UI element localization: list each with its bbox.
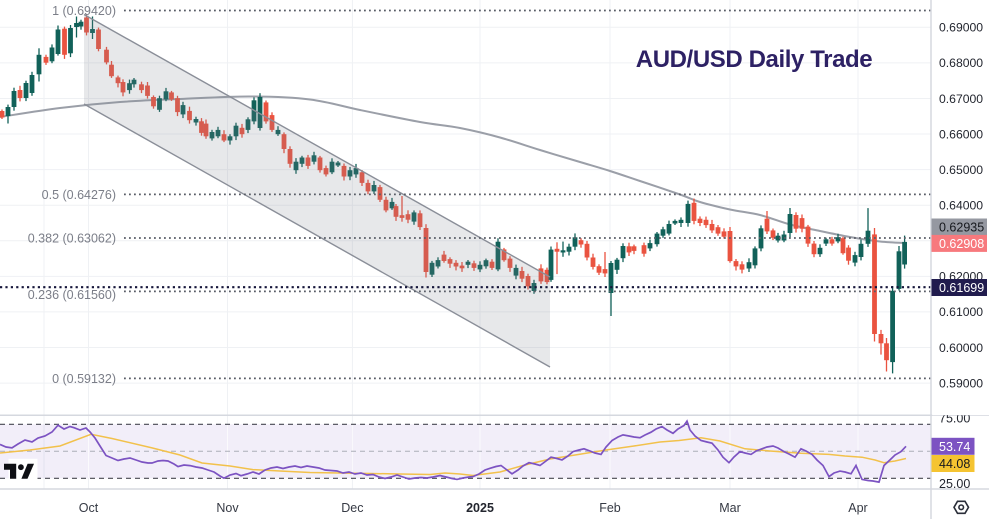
svg-text:2025: 2025	[466, 501, 494, 515]
svg-text:0.59000: 0.59000	[939, 376, 983, 390]
svg-text:0.382 (0.63062): 0.382 (0.63062)	[28, 232, 116, 246]
svg-text:0.61000: 0.61000	[939, 305, 983, 319]
svg-text:0.67000: 0.67000	[939, 92, 983, 106]
svg-text:44.08: 44.08	[939, 457, 970, 471]
svg-text:0.62908: 0.62908	[939, 237, 984, 251]
svg-text:0.66000: 0.66000	[939, 127, 983, 141]
svg-text:0.69000: 0.69000	[939, 21, 983, 35]
svg-text:Nov: Nov	[216, 501, 239, 515]
svg-text:Oct: Oct	[79, 501, 99, 515]
svg-text:0.61699: 0.61699	[939, 281, 984, 295]
svg-text:Dec: Dec	[341, 501, 363, 515]
svg-text:25.00: 25.00	[939, 477, 970, 491]
svg-text:Feb: Feb	[599, 501, 621, 515]
svg-text:Apr: Apr	[848, 501, 867, 515]
svg-text:0.60000: 0.60000	[939, 341, 983, 355]
svg-text:0.64000: 0.64000	[939, 199, 983, 213]
svg-text:0.236 (0.61560): 0.236 (0.61560)	[28, 288, 116, 302]
svg-text:0.5 (0.64276): 0.5 (0.64276)	[42, 188, 116, 202]
svg-text:0 (0.59132): 0 (0.59132)	[52, 372, 116, 386]
svg-text:53.74: 53.74	[939, 440, 970, 454]
svg-text:0.68000: 0.68000	[939, 56, 983, 70]
svg-text:1 (0.69420): 1 (0.69420)	[52, 4, 116, 18]
svg-text:AUD/USD Daily Trade: AUD/USD Daily Trade	[636, 46, 873, 73]
svg-text:0.62935: 0.62935	[939, 221, 984, 235]
svg-text:Mar: Mar	[719, 501, 741, 515]
svg-text:0.65000: 0.65000	[939, 163, 983, 177]
